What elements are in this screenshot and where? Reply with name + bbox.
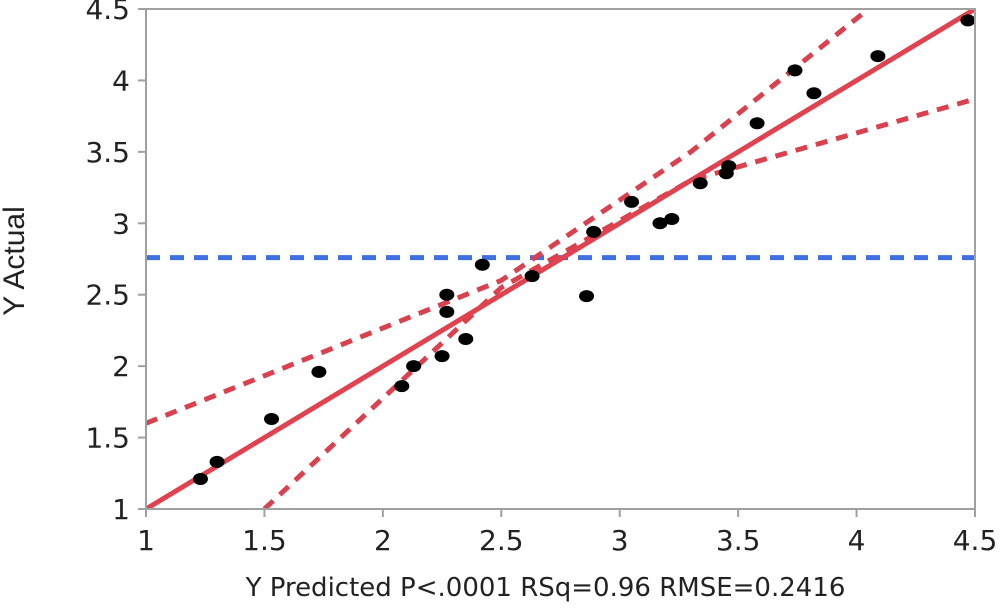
plot-frame [145,8,976,510]
x-tick-label: 2 [374,524,392,557]
data-point [870,50,886,63]
data-point [749,117,765,130]
x-tick-label: 2.5 [479,524,524,557]
y-axis-title: Y Actual [0,206,31,316]
data-point [192,473,208,485]
y-tick-label: 1 [112,493,130,526]
data-point [586,225,602,238]
data-point [624,195,640,208]
x-tick-label: 3 [611,524,629,557]
data-point [721,160,737,173]
data-point [652,217,668,230]
x-tick-label: 1.5 [242,524,287,557]
data-point [209,455,225,468]
data-point [579,290,595,303]
y-tick-label: 2 [112,350,130,383]
confidence-band-upper [146,9,870,426]
x-tick-label: 4.5 [953,524,998,557]
y-tick-label: 3 [112,207,130,240]
data-point [664,213,680,225]
y-tick-label: 4 [112,64,130,97]
data-point [394,380,410,393]
data-point [806,87,822,100]
data-point [439,288,455,301]
data-point [406,360,422,373]
data-point [458,333,474,345]
x-tick-label: 4 [848,524,866,557]
confidence-band-lower [262,96,975,509]
x-axis-title: Y Predicted P<.0001 RSq=0.96 RMSE=0.2416 [245,573,846,603]
y-tick-label: 4.5 [85,0,130,26]
data-point [434,350,450,363]
y-tick-label: 1.5 [85,422,130,455]
data-point [524,270,540,283]
x-tick-label: 3.5 [716,524,761,557]
data-point [692,177,708,190]
data-point [960,14,976,27]
data-point [787,64,803,77]
x-tick-label: 1 [137,524,155,557]
y-tick-label: 2.5 [85,279,130,312]
fit-line [146,9,975,509]
data-point [474,258,490,271]
data-point [311,365,327,378]
data-point [264,413,280,425]
y-tick-label: 3.5 [85,136,130,169]
data-point [439,305,455,318]
